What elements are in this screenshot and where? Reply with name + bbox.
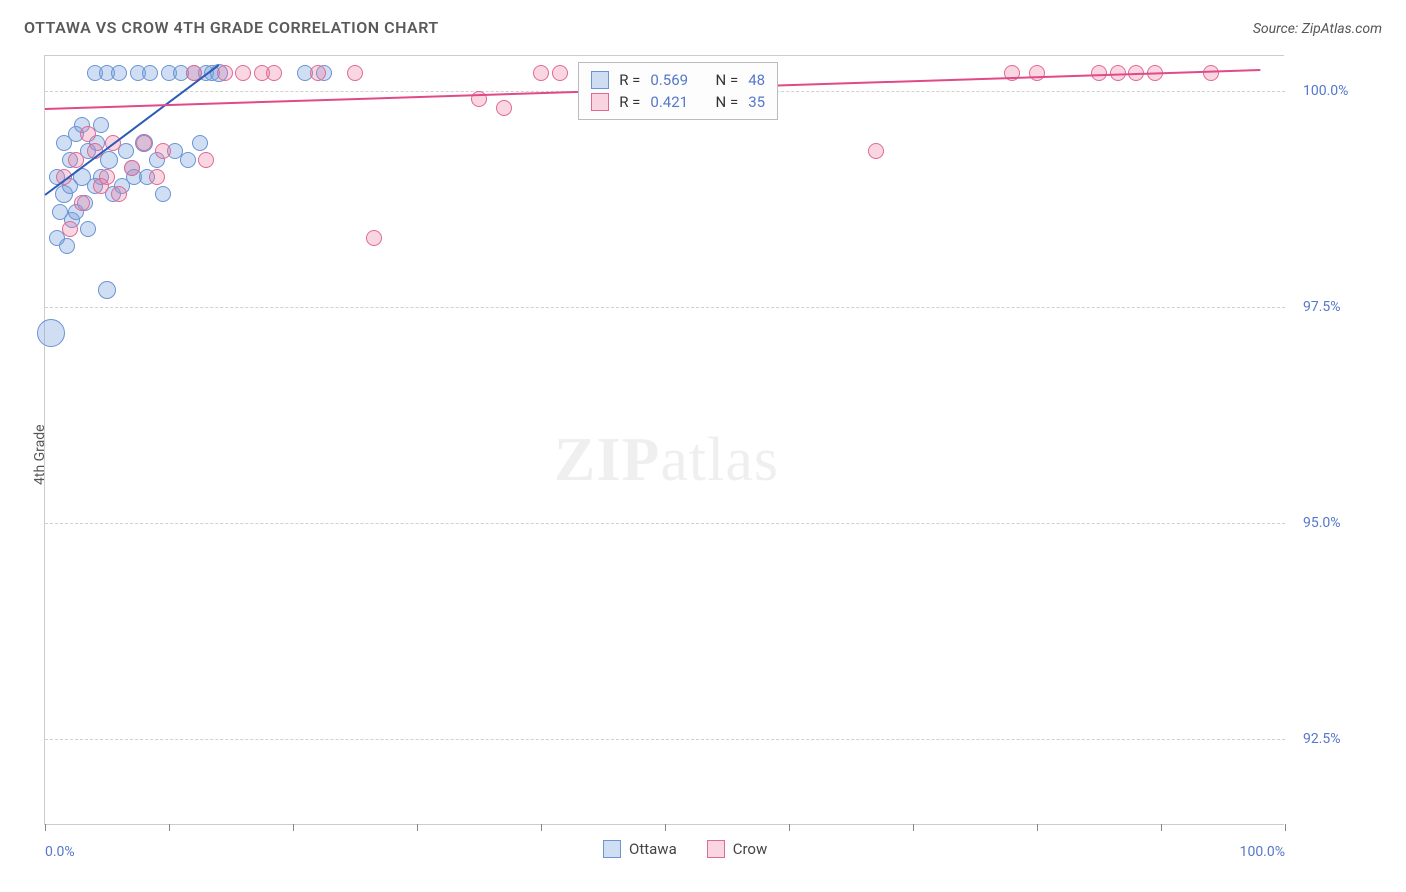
data-point <box>235 65 251 81</box>
swatch-icon <box>591 93 609 111</box>
series-legend: Ottawa Crow <box>603 840 767 858</box>
stats-row: R = 0.569 N = 48 <box>591 69 765 91</box>
data-point <box>347 65 363 81</box>
x-tick <box>169 824 170 831</box>
gridline <box>45 739 1285 740</box>
data-point <box>142 65 158 81</box>
data-point <box>552 65 568 81</box>
swatch-icon <box>707 840 725 858</box>
gridline <box>45 523 1285 524</box>
data-point <box>366 230 382 246</box>
data-point <box>62 221 78 237</box>
x-tick <box>1285 824 1286 831</box>
data-point <box>124 160 140 176</box>
chart-title: OTTAWA VS CROW 4TH GRADE CORRELATION CHA… <box>24 18 439 37</box>
data-point <box>74 195 90 211</box>
legend-item: Ottawa <box>603 840 677 858</box>
plot-area: 92.5%95.0%97.5%100.0%0.0%100.0%R = 0.569… <box>44 55 1284 825</box>
header: OTTAWA VS CROW 4TH GRADE CORRELATION CHA… <box>0 0 1406 47</box>
data-point <box>98 281 116 299</box>
data-point <box>59 238 75 254</box>
chart: 4th Grade 92.5%95.0%97.5%100.0%0.0%100.0… <box>44 55 1374 845</box>
x-tick-label: 0.0% <box>45 844 75 860</box>
x-tick <box>541 824 542 831</box>
data-point <box>217 65 233 81</box>
data-point <box>198 152 214 168</box>
stats-legend: R = 0.569 N = 48R = 0.421 N = 35 <box>578 62 778 120</box>
data-point <box>310 65 326 81</box>
y-tick-label: 95.0% <box>1303 515 1341 531</box>
swatch-icon <box>591 71 609 89</box>
x-tick <box>1161 824 1162 831</box>
data-point <box>80 221 96 237</box>
x-tick <box>417 824 418 831</box>
data-point <box>1029 65 1045 81</box>
data-point <box>868 143 884 159</box>
x-tick <box>293 824 294 831</box>
y-tick-label: 100.0% <box>1303 83 1348 99</box>
x-tick <box>45 824 46 831</box>
legend-item: Crow <box>707 840 768 858</box>
x-tick-label: 100.0% <box>1240 844 1285 860</box>
data-point <box>180 152 196 168</box>
data-point <box>136 135 152 151</box>
y-tick-label: 97.5% <box>1303 299 1341 315</box>
data-point <box>1203 65 1219 81</box>
x-tick <box>789 824 790 831</box>
y-tick-label: 92.5% <box>1303 731 1341 747</box>
data-point <box>533 65 549 81</box>
stats-row: R = 0.421 N = 35 <box>591 91 765 113</box>
gridline <box>45 307 1285 308</box>
source-label: Source: ZipAtlas.com <box>1253 21 1382 37</box>
data-point <box>149 169 165 185</box>
data-point <box>111 65 127 81</box>
x-tick <box>1037 824 1038 831</box>
x-tick <box>913 824 914 831</box>
data-point <box>155 186 171 202</box>
data-point <box>80 126 96 142</box>
data-point <box>155 143 171 159</box>
data-point <box>192 135 208 151</box>
data-point <box>100 151 118 169</box>
swatch-icon <box>603 840 621 858</box>
data-point <box>56 135 72 151</box>
data-point <box>266 65 282 81</box>
x-tick <box>665 824 666 831</box>
data-point <box>496 100 512 116</box>
data-point <box>37 319 65 347</box>
data-point <box>111 186 127 202</box>
data-point <box>93 178 109 194</box>
